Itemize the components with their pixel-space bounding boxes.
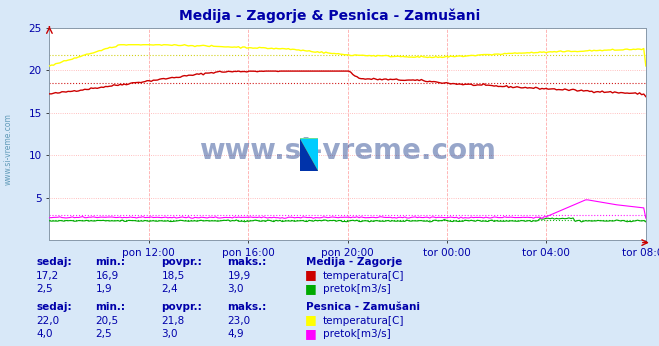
Text: 16,9: 16,9 <box>96 271 119 281</box>
Text: temperatura[C]: temperatura[C] <box>323 271 405 281</box>
Text: sedaj:: sedaj: <box>36 257 72 267</box>
Text: maks.:: maks.: <box>227 302 267 312</box>
Text: 1,9: 1,9 <box>96 284 112 294</box>
Text: temperatura[C]: temperatura[C] <box>323 316 405 326</box>
Text: 2,5: 2,5 <box>96 329 112 339</box>
Text: 2,5: 2,5 <box>36 284 53 294</box>
Text: 22,0: 22,0 <box>36 316 59 326</box>
Text: 3,0: 3,0 <box>227 284 244 294</box>
Text: sedaj:: sedaj: <box>36 302 72 312</box>
Text: min.:: min.: <box>96 302 126 312</box>
Text: povpr.:: povpr.: <box>161 302 202 312</box>
Polygon shape <box>300 138 318 171</box>
Text: povpr.:: povpr.: <box>161 257 202 267</box>
Text: 4,0: 4,0 <box>36 329 53 339</box>
Text: 4,9: 4,9 <box>227 329 244 339</box>
Text: pretok[m3/s]: pretok[m3/s] <box>323 329 391 339</box>
Text: ■: ■ <box>305 313 317 327</box>
Text: 2,4: 2,4 <box>161 284 178 294</box>
Text: Pesnica - Zamušani: Pesnica - Zamušani <box>306 302 420 312</box>
Text: 18,5: 18,5 <box>161 271 185 281</box>
Text: ■: ■ <box>305 327 317 340</box>
Text: 17,2: 17,2 <box>36 271 59 281</box>
Text: 3,0: 3,0 <box>161 329 178 339</box>
Text: maks.:: maks.: <box>227 257 267 267</box>
Text: min.:: min.: <box>96 257 126 267</box>
Text: 21,8: 21,8 <box>161 316 185 326</box>
Text: ■: ■ <box>305 282 317 295</box>
Text: Medija - Zagorje: Medija - Zagorje <box>306 257 403 267</box>
Text: 20,5: 20,5 <box>96 316 119 326</box>
Text: Medija - Zagorje & Pesnica - Zamušani: Medija - Zagorje & Pesnica - Zamušani <box>179 9 480 23</box>
Text: pretok[m3/s]: pretok[m3/s] <box>323 284 391 294</box>
Text: www.si-vreme.com: www.si-vreme.com <box>3 113 13 185</box>
Text: ■: ■ <box>305 268 317 282</box>
Text: 19,9: 19,9 <box>227 271 250 281</box>
Text: www.si-vreme.com: www.si-vreme.com <box>199 137 496 165</box>
Polygon shape <box>300 138 318 171</box>
Text: 23,0: 23,0 <box>227 316 250 326</box>
